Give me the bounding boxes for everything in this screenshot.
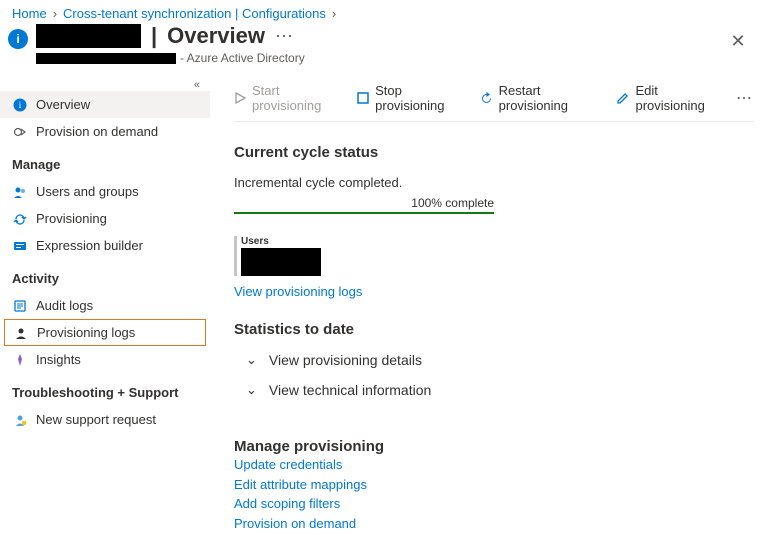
progress-area: 100% complete bbox=[234, 196, 494, 214]
breadcrumb: Home › Cross-tenant synchronization | Co… bbox=[0, 0, 768, 23]
main-content: Start provisioning Stop provisioning Res… bbox=[210, 75, 768, 533]
redacted-resource-name bbox=[36, 24, 141, 48]
expand-provisioning-details[interactable]: ⌄ View provisioning details bbox=[234, 352, 754, 368]
edit-mappings-link[interactable]: Edit attribute mappings bbox=[234, 475, 754, 495]
toolbar-label: Restart provisioning bbox=[499, 83, 599, 113]
sidebar-item-provisioning[interactable]: Provisioning bbox=[0, 205, 210, 232]
collapse-sidebar-button[interactable]: « bbox=[0, 79, 210, 91]
info-icon: i bbox=[8, 29, 28, 49]
close-icon[interactable]: ✕ bbox=[728, 31, 748, 51]
toolbar-label: Stop provisioning bbox=[375, 83, 462, 113]
page-title: Overview bbox=[167, 23, 265, 49]
expand-technical-info[interactable]: ⌄ View technical information bbox=[234, 382, 754, 398]
view-provisioning-logs-link[interactable]: View provisioning logs bbox=[234, 284, 362, 299]
sidebar-section-activity: Activity bbox=[0, 259, 210, 292]
sidebar-item-label: Provision on demand bbox=[36, 124, 158, 139]
users-bar-accent bbox=[234, 236, 237, 276]
toolbar-label: Edit provisioning bbox=[635, 83, 718, 113]
restart-icon bbox=[480, 92, 493, 105]
provision-on-demand-link[interactable]: Provision on demand bbox=[234, 514, 754, 534]
sidebar-item-label: New support request bbox=[36, 412, 156, 427]
cycle-status-text: Incremental cycle completed. bbox=[234, 175, 754, 190]
subtitle: - Azure Active Directory bbox=[180, 51, 305, 65]
redacted-subtitle bbox=[36, 53, 176, 64]
sidebar-item-label: Overview bbox=[36, 97, 90, 112]
progress-bar bbox=[234, 212, 494, 214]
sync-icon bbox=[12, 212, 28, 226]
title-separator: | bbox=[151, 23, 157, 49]
sidebar-item-new-support[interactable]: New support request bbox=[0, 406, 210, 433]
sidebar-item-users-groups[interactable]: Users and groups bbox=[0, 178, 210, 205]
chevron-down-icon: ⌄ bbox=[246, 382, 257, 398]
toolbar-more-icon[interactable]: ⋯ bbox=[736, 88, 754, 108]
users-stat-block: Users bbox=[234, 236, 754, 276]
insights-icon bbox=[12, 353, 28, 367]
sidebar-item-audit-logs[interactable]: Audit logs bbox=[0, 292, 210, 319]
stop-icon bbox=[357, 92, 369, 104]
manage-links: Update credentials Edit attribute mappin… bbox=[234, 455, 754, 533]
start-provisioning-button[interactable]: Start provisioning bbox=[234, 83, 339, 113]
audit-icon bbox=[12, 299, 28, 313]
expander-label: View technical information bbox=[269, 382, 431, 398]
support-icon bbox=[12, 413, 28, 427]
expander-label: View provisioning details bbox=[269, 352, 422, 368]
sidebar-item-label: Audit logs bbox=[36, 298, 93, 313]
add-scoping-link[interactable]: Add scoping filters bbox=[234, 494, 754, 514]
stop-provisioning-button[interactable]: Stop provisioning bbox=[357, 83, 462, 113]
breadcrumb-home[interactable]: Home bbox=[12, 6, 47, 21]
breadcrumb-sep-icon: › bbox=[332, 6, 336, 21]
sidebar-section-manage: Manage bbox=[0, 145, 210, 178]
sidebar: « i Overview Provision on demand Manage … bbox=[0, 75, 210, 533]
edit-provisioning-button[interactable]: Edit provisioning bbox=[616, 83, 718, 113]
sidebar-item-insights[interactable]: Insights bbox=[0, 346, 210, 373]
breadcrumb-configurations[interactable]: Cross-tenant synchronization | Configura… bbox=[63, 6, 326, 21]
sidebar-item-label: Expression builder bbox=[36, 238, 143, 253]
users-label: Users bbox=[241, 236, 321, 247]
sidebar-item-provisioning-logs[interactable]: Provisioning logs bbox=[4, 319, 206, 346]
restart-provisioning-button[interactable]: Restart provisioning bbox=[480, 83, 599, 113]
page-header: i | Overview ⋯ - Azure Active Directory … bbox=[0, 23, 768, 75]
manage-provisioning-heading: Manage provisioning bbox=[234, 438, 754, 455]
sidebar-item-label: Insights bbox=[36, 352, 81, 367]
breadcrumb-sep-icon: › bbox=[53, 6, 57, 21]
update-credentials-link[interactable]: Update credentials bbox=[234, 455, 754, 475]
sidebar-item-label: Provisioning bbox=[36, 211, 107, 226]
sidebar-item-overview[interactable]: i Overview bbox=[0, 91, 210, 118]
users-icon bbox=[12, 185, 28, 199]
redacted-users-count bbox=[241, 248, 321, 276]
title-more-icon[interactable]: ⋯ bbox=[275, 26, 295, 47]
provision-icon bbox=[12, 125, 28, 139]
sidebar-item-label: Users and groups bbox=[36, 184, 139, 199]
statistics-heading: Statistics to date bbox=[234, 321, 754, 338]
sidebar-item-provision-on-demand[interactable]: Provision on demand bbox=[0, 118, 210, 145]
progress-label: 100% complete bbox=[234, 196, 494, 210]
person-log-icon bbox=[13, 326, 29, 340]
sidebar-item-label: Provisioning logs bbox=[37, 325, 135, 340]
sidebar-section-support: Troubleshooting + Support bbox=[0, 373, 210, 406]
toolbar-label: Start provisioning bbox=[252, 83, 339, 113]
info-circle-icon: i bbox=[12, 98, 28, 112]
sidebar-item-expression-builder[interactable]: Expression builder bbox=[0, 232, 210, 259]
cycle-status-heading: Current cycle status bbox=[234, 144, 754, 161]
toolbar: Start provisioning Stop provisioning Res… bbox=[234, 75, 754, 122]
expression-icon bbox=[12, 239, 28, 253]
chevron-down-icon: ⌄ bbox=[246, 352, 257, 368]
edit-icon bbox=[616, 92, 629, 105]
play-icon bbox=[234, 92, 246, 104]
